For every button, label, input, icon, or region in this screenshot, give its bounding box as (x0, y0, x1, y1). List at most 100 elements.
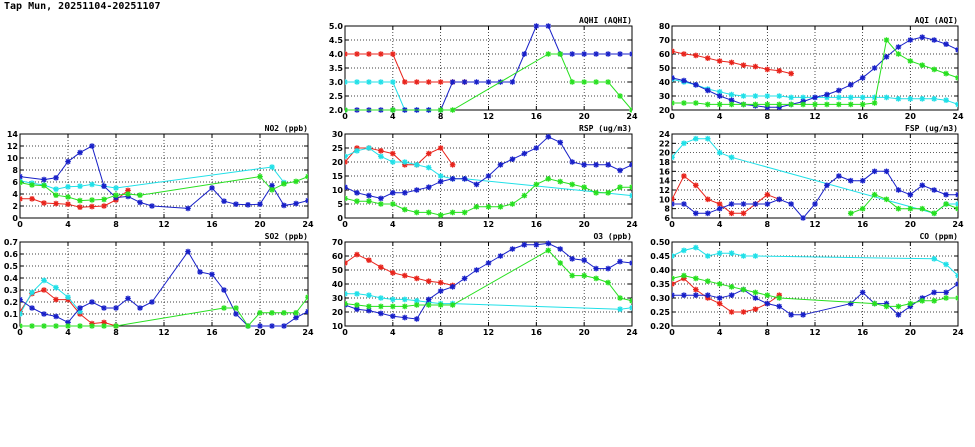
panel-rsp: RSP (ug/m3) 0 4 8 12 16 20 24 0 5 10 15 20 25 30 (332, 124, 638, 229)
data-point-green (545, 51, 552, 57)
x-tick-label: 4 (65, 328, 71, 337)
data-point-green (425, 302, 432, 308)
series-group (20, 143, 308, 212)
data-point-green (113, 323, 119, 329)
panel-aqhi: AQHI (AQHI) 0 4 8 12 16 20 24 2.0 2.5 3.0 3.5 4.0 4.5… (329, 16, 638, 121)
data-point-green (569, 79, 576, 85)
y-tick-label: 24 (659, 130, 671, 139)
data-point-blue (788, 312, 794, 318)
y-tick-label: 0.2 (4, 298, 18, 307)
data-point-green (955, 205, 958, 212)
data-point-red (716, 58, 723, 64)
data-point-green (233, 305, 239, 311)
x-tick-label: 0 (342, 112, 348, 121)
data-point-blue (617, 258, 623, 265)
data-point-blue (883, 168, 890, 175)
data-point-cyan (366, 292, 372, 298)
data-point-cyan (752, 253, 759, 259)
x-tick-label: 8 (765, 112, 771, 121)
y-tick-label: 25 (332, 144, 344, 153)
series-line-cyan (672, 78, 958, 105)
panel-title-so2: SO2 (ppb) (265, 232, 308, 241)
data-point-blue (269, 182, 275, 189)
y-tick-label: 50 (659, 64, 671, 73)
data-point-red (345, 260, 348, 266)
data-point-green (593, 275, 599, 282)
x-tick-label: 20 (579, 328, 591, 337)
data-point-cyan (53, 186, 59, 192)
data-point-green (776, 295, 783, 301)
y-tick-label: 0.30 (650, 294, 670, 303)
x-tick-label: 8 (438, 112, 444, 121)
data-point-cyan (740, 253, 747, 259)
data-point-cyan (752, 93, 759, 99)
x-tick-label: 8 (113, 220, 119, 229)
data-point-green (345, 195, 348, 202)
data-point-red (449, 162, 456, 168)
y-tick-label: 0 (12, 322, 18, 331)
data-point-green (413, 209, 420, 216)
data-point-red (728, 309, 735, 315)
data-point-green (919, 205, 926, 212)
x-tick-label: 24 (626, 220, 638, 229)
data-point-green (77, 197, 83, 204)
data-point-blue (569, 159, 576, 165)
data-point-cyan (681, 247, 687, 254)
data-point-green (77, 323, 83, 329)
data-point-blue (41, 176, 47, 183)
series-group (20, 248, 308, 329)
data-point-cyan (716, 89, 723, 95)
data-point-red (740, 62, 747, 68)
y-tick-label: 0.7 (4, 238, 18, 247)
x-tick-label: 4 (717, 328, 723, 337)
data-point-cyan (693, 135, 699, 142)
data-point-blue (437, 178, 444, 185)
data-point-green (113, 192, 119, 198)
data-point-green (581, 79, 587, 85)
data-point-blue (883, 54, 890, 60)
data-point-cyan (672, 154, 675, 161)
x-tick-label: 24 (952, 220, 964, 229)
data-point-red (425, 278, 432, 284)
data-point-blue (461, 176, 468, 182)
data-point-green (871, 100, 878, 106)
data-point-blue (569, 51, 576, 57)
data-point-green (895, 51, 902, 57)
data-point-green (716, 101, 723, 108)
data-point-green (943, 201, 949, 207)
x-tick-label: 12 (483, 220, 494, 229)
data-point-blue (473, 79, 480, 85)
data-point-green (859, 205, 866, 212)
data-point-red (89, 203, 95, 210)
data-point-red (752, 306, 759, 312)
data-point-red (437, 79, 444, 85)
data-point-blue (390, 190, 396, 196)
data-point-blue (413, 187, 420, 193)
data-point-green (955, 295, 958, 301)
data-point-red (425, 79, 432, 85)
data-point-blue (20, 173, 23, 180)
data-point-cyan (269, 164, 275, 170)
data-point-green (245, 323, 251, 329)
data-point-cyan (728, 250, 735, 256)
data-point-blue (185, 248, 191, 255)
data-point-red (693, 286, 699, 293)
data-point-blue (693, 210, 699, 217)
data-point-green (788, 101, 794, 108)
data-point-blue (509, 79, 516, 85)
x-tick-label: 24 (302, 220, 314, 229)
data-point-green (581, 184, 587, 190)
data-point-blue (533, 145, 540, 151)
data-point-blue (29, 305, 35, 311)
y-tick-label: 20 (332, 308, 344, 317)
data-point-green (257, 310, 263, 316)
x-tick-label: 0 (669, 112, 675, 121)
x-tick-label: 0 (17, 220, 23, 229)
data-point-blue (704, 292, 711, 298)
data-point-red (41, 287, 47, 293)
data-point-blue (847, 300, 854, 307)
data-point-blue (955, 281, 958, 287)
y-tick-label: 2 (12, 202, 18, 211)
y-tick-label: 30 (659, 92, 671, 101)
data-point-blue (752, 201, 759, 207)
